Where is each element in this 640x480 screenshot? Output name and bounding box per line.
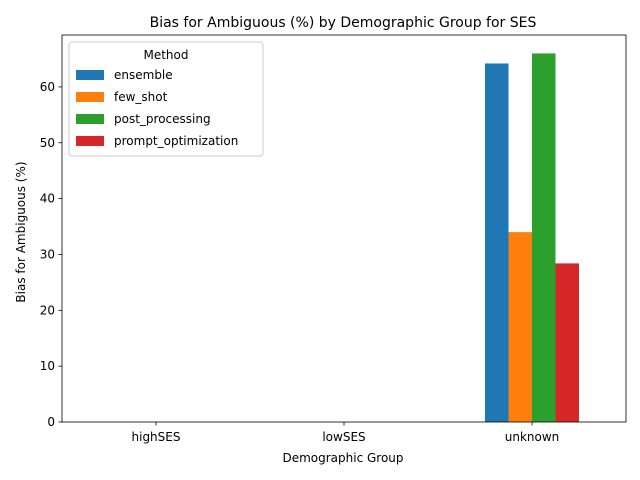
legend-label-post_processing: post_processing xyxy=(114,112,211,126)
bar-few_shot-unknown xyxy=(508,232,532,422)
x-axis-label: Demographic Group xyxy=(282,451,403,465)
legend-label-few_shot: few_shot xyxy=(114,90,168,104)
y-axis-label: Bias for Ambiguous (%) xyxy=(14,161,28,302)
y-tick-label: 0 xyxy=(47,415,55,429)
legend-items: ensemble few_shot post_processing prompt_op… xyxy=(76,68,238,148)
x-tick-label: highSES xyxy=(132,430,181,444)
y-tick-label: 30 xyxy=(40,247,55,261)
bar-ensemble-unknown xyxy=(485,63,509,422)
bar-post_processing-unknown xyxy=(532,53,556,423)
legend-swatch-prompt_optimization xyxy=(76,136,104,146)
bars-group xyxy=(485,53,579,423)
x-tick-label: lowSES xyxy=(322,430,365,444)
x-axis: highSES lowSES unknown xyxy=(132,422,560,444)
legend-box xyxy=(68,41,264,157)
y-tick-label: 10 xyxy=(40,359,55,373)
y-tick-label: 20 xyxy=(40,303,55,317)
y-axis: 0 10 20 30 40 50 60 xyxy=(40,80,62,429)
y-tick-label: 60 xyxy=(40,80,55,94)
y-tick-label: 40 xyxy=(40,192,55,206)
legend: Method ensemble few_shot post_processingpr… xyxy=(68,41,264,157)
legend-title: Method xyxy=(143,48,188,62)
legend-swatch-ensemble xyxy=(76,70,104,80)
legend-label-prompt_optimization: prompt_optimization xyxy=(114,134,238,148)
legend-swatch-post_processing xyxy=(76,114,104,124)
legend-swatch-few_shot xyxy=(76,92,104,102)
y-tick-label: 50 xyxy=(40,136,55,150)
legend-label-ensemble: ensemble xyxy=(114,68,173,82)
chart-title: Bias for Ambiguous (%) by Demographic Gr… xyxy=(150,15,537,31)
x-tick-label: unknown xyxy=(505,430,560,444)
bar-prompt_optimization-unknown xyxy=(555,263,579,422)
